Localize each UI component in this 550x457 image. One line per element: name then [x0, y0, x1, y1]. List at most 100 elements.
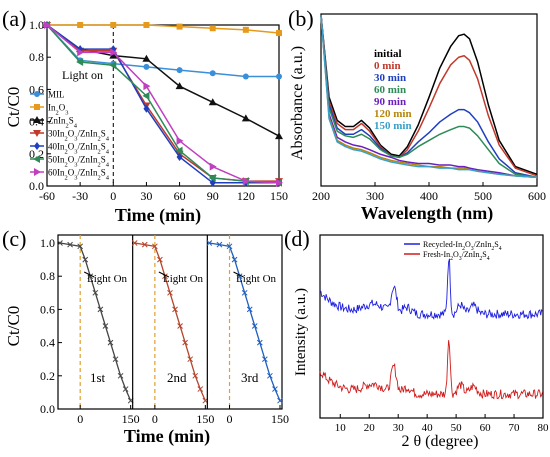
- a-legend-marker: [34, 91, 40, 97]
- c-data-point: [182, 339, 188, 346]
- a-data-point: [242, 177, 250, 186]
- b-legend-label: 90 min: [374, 96, 406, 108]
- a-data-point: [209, 162, 217, 171]
- c-data-point: [251, 323, 258, 329]
- a-x-tick-label: -30: [72, 189, 88, 203]
- a-data-point: [209, 25, 216, 32]
- a-y-tick-label: 0.6: [29, 82, 44, 96]
- a-data-point: [175, 146, 183, 155]
- c-y-tick-label: 0.8: [40, 269, 55, 283]
- d-x-tick-label: 40: [422, 422, 434, 434]
- a-data-point: [208, 173, 216, 182]
- a-data-point: [76, 58, 84, 67]
- a-data-point: [276, 30, 282, 37]
- a-legend-label: 30In2O3/ZnIn2S4: [48, 129, 110, 143]
- c-arrow: [83, 271, 95, 278]
- d-x-tick-label: 10: [335, 422, 347, 434]
- a-x-tick-label: 90: [207, 189, 219, 203]
- panel-label-a: (a): [2, 6, 26, 31]
- a-data-point: [208, 98, 217, 106]
- a-data-point: [242, 73, 249, 80]
- b-legend-label: 0 min: [374, 60, 401, 72]
- a-legend-label: In2O3: [48, 103, 68, 117]
- c-y-tick-label: 0.0: [40, 402, 55, 416]
- c-data-point: [87, 273, 94, 280]
- a-series-line: [46, 24, 280, 184]
- c-data-point: [67, 241, 73, 248]
- b-spectrum-line: [320, 14, 538, 177]
- c-data-point: [231, 256, 238, 263]
- b-legend-label: 120 min: [374, 108, 412, 120]
- c-data-point: [216, 241, 223, 248]
- a-data-point: [143, 104, 150, 113]
- b-spectrum-line: [320, 14, 538, 179]
- a-legend-label: MIL: [48, 90, 65, 100]
- c-light-on-label-2: Light On: [163, 273, 204, 285]
- a-series-line: [46, 24, 279, 184]
- a-y-tick-label: 0.0: [29, 179, 44, 193]
- a-y-tick-label: 0.2: [29, 147, 44, 161]
- b-legend-label: 60 min: [374, 84, 406, 96]
- d-x-tick-label: 60: [480, 422, 492, 434]
- c-data-point: [197, 386, 204, 392]
- a-data-point: [176, 67, 183, 74]
- c-y-tick-label: 0.6: [40, 302, 55, 316]
- b-spectrum-line: [320, 14, 538, 179]
- d-x-tick-label: 20: [364, 422, 376, 434]
- c-data-point: [82, 256, 89, 263]
- a-data-point: [176, 153, 183, 162]
- c-data-point: [262, 356, 268, 363]
- a-data-point: [176, 136, 184, 145]
- d-x-tick-label: 30: [393, 422, 405, 434]
- a-data-point: [242, 26, 249, 33]
- a-x-tick-label: 0: [110, 189, 116, 203]
- a-data-point: [142, 54, 151, 62]
- c-arrow: [233, 271, 244, 278]
- d-pattern-line: [319, 340, 543, 400]
- a-series-line: [46, 24, 280, 184]
- c-data-point: [122, 386, 129, 392]
- c-y-tick-label: 0.2: [40, 369, 55, 383]
- a-light-on-label: Light on: [62, 68, 103, 82]
- a-x-tick-label: -60: [39, 189, 55, 203]
- d-x-tick-label: 80: [538, 422, 550, 434]
- panel-a: -60-3003060901201500.00.20.40.60.81.0MIL…: [29, 18, 288, 203]
- a-legend-marker: [34, 104, 40, 110]
- a-data-point: [275, 132, 283, 140]
- c-y-tick-label: 0.4: [40, 336, 55, 350]
- a-data-point: [143, 82, 151, 91]
- panel-c: 0.0 0.2 0.4 0.6 0.8 1.0 0 150 0 150 0 150: [40, 234, 289, 426]
- a-legend-marker: [33, 155, 40, 163]
- c-data-point: [117, 372, 124, 379]
- c-data-point: [92, 289, 99, 296]
- a-xlabel: Time (min): [115, 205, 201, 226]
- a-legend-marker: [34, 168, 41, 176]
- a-data-point: [110, 48, 118, 57]
- c-data-point: [112, 356, 119, 363]
- c-x-tick-label: 0: [77, 412, 83, 426]
- d-xlabel: 2 θ (degree): [402, 433, 479, 450]
- a-data-point: [109, 61, 117, 70]
- a-data-point: [109, 51, 118, 59]
- b-x-tick-label: 200: [312, 189, 330, 203]
- c-data-point: [192, 372, 199, 379]
- c-data-point: [272, 386, 278, 392]
- d-pattern-line: [319, 258, 543, 320]
- a-legend-label: 50In2O3/ZnIn2S4: [48, 155, 110, 169]
- a-data-point: [142, 91, 150, 100]
- a-data-point: [241, 114, 250, 122]
- c-x-tick-label: 150: [122, 412, 140, 426]
- c-light-on-label-1: Light On: [87, 273, 128, 285]
- panel-label-c: (c): [2, 226, 26, 251]
- c-ylabel: Ct/C0: [4, 306, 23, 347]
- c-data-point: [206, 240, 213, 246]
- a-legend-marker: [34, 142, 40, 150]
- b-spectrum-line: [320, 14, 538, 179]
- b-spectrum-line: [320, 14, 538, 179]
- c-data-point: [157, 256, 163, 263]
- b-x-tick-label: 400: [420, 189, 438, 203]
- a-data-point: [209, 70, 216, 77]
- c-x-tick-label: 0: [152, 412, 158, 426]
